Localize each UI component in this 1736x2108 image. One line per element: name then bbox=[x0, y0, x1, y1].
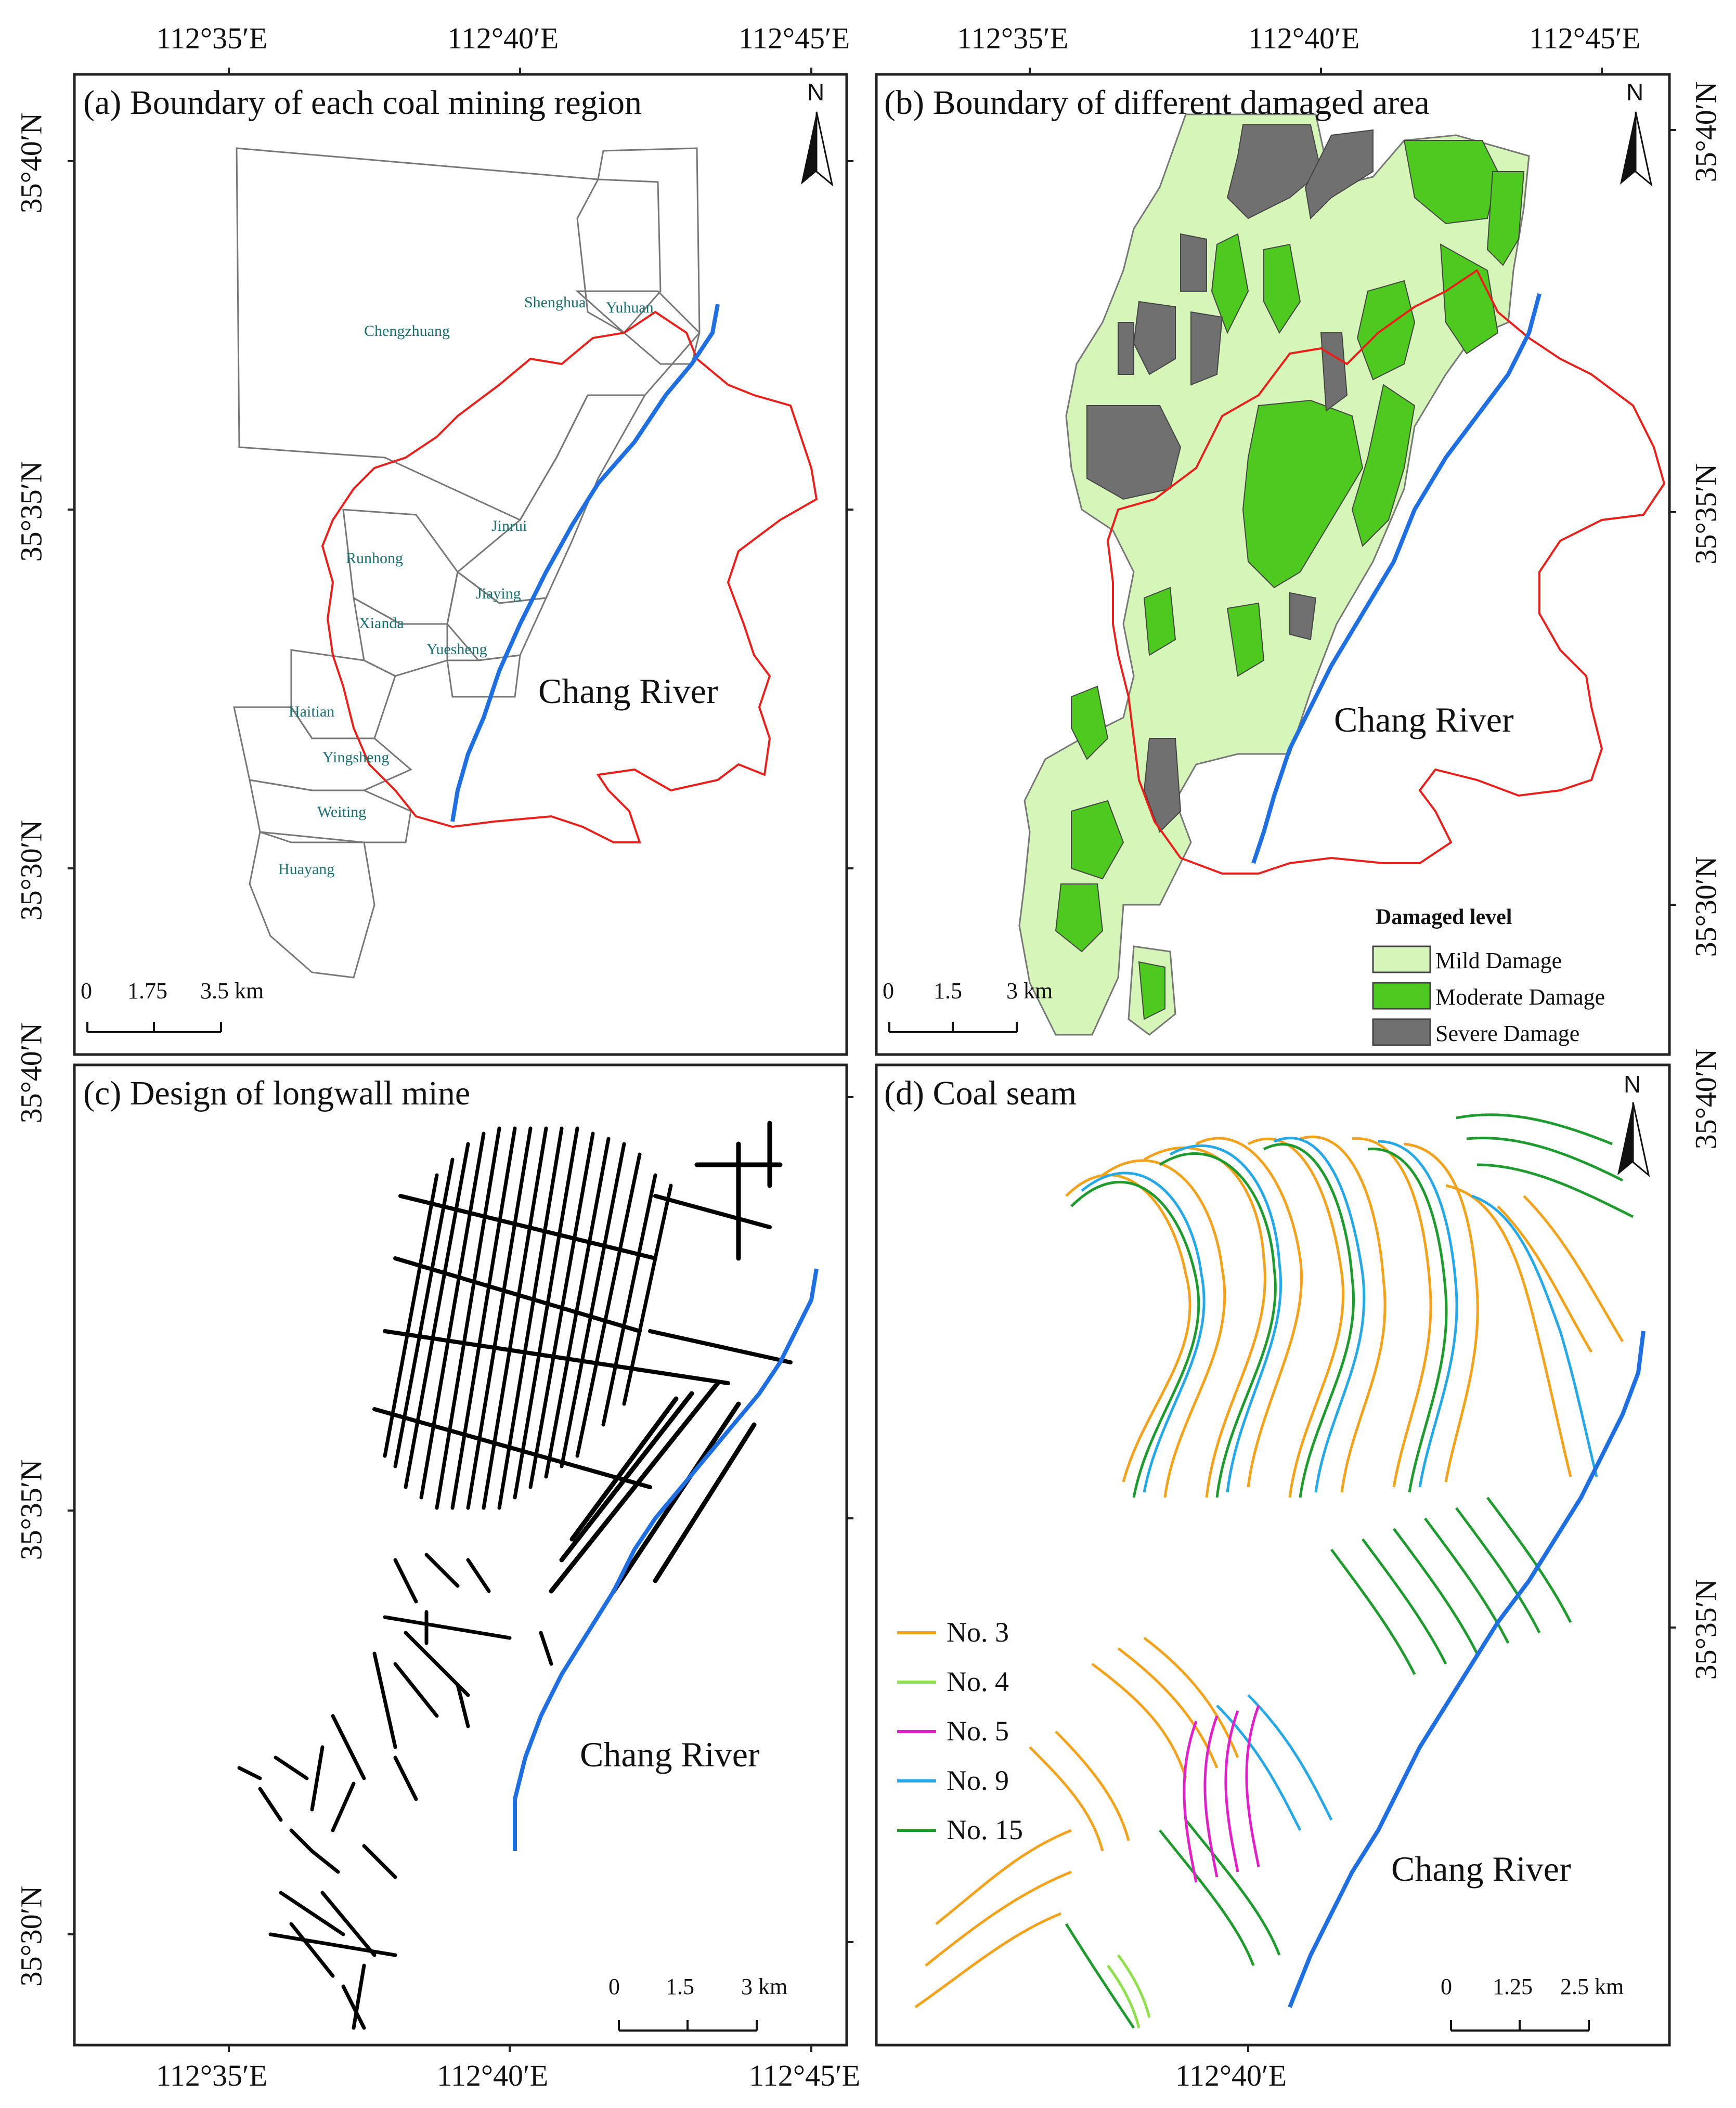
top-lon-label-6: 112°45′E bbox=[1529, 21, 1641, 55]
panel-a-title: (a) Boundary of each coal mining region bbox=[83, 84, 642, 122]
panel-b-legend-swatches bbox=[1372, 945, 1431, 1046]
seam-legend-no15: No. 15 bbox=[947, 1814, 1023, 1845]
legend-label-mild: Mild Damage bbox=[1435, 948, 1562, 973]
panel-a-study-boundary bbox=[321, 310, 818, 843]
legend-label-severe: Severe Damage bbox=[1435, 1021, 1580, 1046]
left-lat-label-1: 35°40′N bbox=[14, 112, 48, 214]
panel-c-river-label: Chang River bbox=[580, 1735, 760, 1774]
panel-b-damage-areas bbox=[1018, 113, 1530, 1036]
top-lon-label-4: 112°35′E bbox=[957, 21, 1069, 55]
panel-c-scale-0: 0 bbox=[608, 1974, 620, 1999]
region-label: Jiaying bbox=[476, 585, 521, 602]
region-label: Huayang bbox=[278, 861, 335, 878]
right-lat-label-2: 35°35′N bbox=[1689, 463, 1723, 565]
panel-a-regions bbox=[233, 147, 701, 979]
bottom-lon-label-2: 112°40′E bbox=[437, 2059, 549, 2092]
panel-d-scale-bar bbox=[1450, 2020, 1590, 2032]
region-label: Yuesheng bbox=[426, 641, 487, 658]
panel-d-scale-0: 0 bbox=[1441, 1974, 1452, 1999]
panel-d-north-label: N bbox=[1624, 1071, 1641, 1098]
left-lat-label-5: 35°35′N bbox=[14, 1459, 48, 1560]
panel-c-longwall-panels bbox=[237, 1121, 793, 2030]
region-label: Weiting bbox=[317, 803, 367, 821]
panel-d-river-label: Chang River bbox=[1391, 1849, 1571, 1889]
panel-a-scale-mid: 1.75 bbox=[127, 978, 167, 1004]
panel-b-frame bbox=[875, 73, 1671, 1056]
panel-b-scale-bar bbox=[888, 1022, 1018, 1033]
region-label: Shenghua bbox=[524, 294, 586, 311]
bottom-lon-label-4: 112°40′E bbox=[1175, 2059, 1287, 2092]
panel-c-scale-max: 3 km bbox=[741, 1974, 788, 1999]
panel-a-scale-0: 0 bbox=[81, 978, 92, 1004]
panel-d-north-arrow bbox=[1617, 1102, 1650, 1177]
right-lat-label-1: 35°40′N bbox=[1689, 81, 1723, 183]
panel-c-frame bbox=[73, 1063, 848, 2047]
left-lat-label-3: 35°30′N bbox=[14, 819, 48, 921]
top-lon-label-1: 112°35′E bbox=[156, 21, 268, 55]
panel-a-river-label: Chang River bbox=[538, 671, 718, 711]
panel-d-scale-max: 2.5 km bbox=[1560, 1974, 1624, 1999]
panel-a-river bbox=[450, 304, 720, 822]
left-lat-label-2: 35°35′N bbox=[14, 461, 48, 562]
left-lat-label-4: 35°40′N bbox=[14, 1022, 48, 1124]
panel-a-north-arrow bbox=[801, 111, 834, 187]
legend-label-moderate: Moderate Damage bbox=[1435, 984, 1605, 1010]
region-label: Jinrui bbox=[491, 517, 527, 535]
panel-d-coal-seams bbox=[914, 1113, 1634, 2029]
top-lon-label-3: 112°45′E bbox=[739, 21, 850, 55]
panel-b-river-label: Chang River bbox=[1334, 700, 1514, 739]
panel-a-scale-max: 3.5 km bbox=[200, 978, 264, 1004]
panel-a-north-label: N bbox=[807, 79, 825, 106]
region-label: Yingsheng bbox=[322, 749, 390, 766]
panel-b-legend-title: Damaged level bbox=[1376, 905, 1512, 929]
top-lon-label-2: 112°40′E bbox=[447, 21, 559, 55]
region-label: Yuhuan bbox=[606, 299, 654, 316]
panel-b-scale-max: 3 km bbox=[1006, 978, 1053, 1004]
panel-b-north-label: N bbox=[1626, 79, 1644, 106]
panel-c-river bbox=[513, 1268, 819, 1851]
region-label: Xianda bbox=[359, 615, 404, 632]
panel-d-title: (d) Coal seam bbox=[884, 1074, 1077, 1112]
panel-d-legend-lines bbox=[897, 1631, 936, 1832]
right-lat-label-4: 35°40′N bbox=[1689, 1048, 1723, 1150]
seam-legend-no9: No. 9 bbox=[947, 1765, 1009, 1796]
seam-legend-no3: No. 3 bbox=[947, 1617, 1009, 1648]
panel-c-title: (c) Design of longwall mine bbox=[83, 1074, 471, 1112]
bottom-lon-label-3: 112°45′E bbox=[749, 2059, 861, 2092]
seam-legend-no4: No. 4 bbox=[947, 1666, 1009, 1697]
panel-d-frame bbox=[875, 1063, 1671, 2047]
panel-b-north-arrow bbox=[1620, 111, 1653, 187]
panel-b-title: (b) Boundary of different damaged area bbox=[884, 84, 1430, 122]
tick-marks bbox=[68, 68, 1676, 2052]
panel-c-scale-bar bbox=[618, 2020, 758, 2032]
bottom-lon-label-1: 112°35′E bbox=[156, 2059, 268, 2092]
panel-d-scale-mid: 1.25 bbox=[1493, 1974, 1533, 1999]
panel-b-study-boundary bbox=[1106, 269, 1666, 875]
panel-d-river bbox=[1288, 1331, 1646, 2008]
right-lat-label-3: 35°30′N bbox=[1689, 856, 1723, 957]
panel-b-scale-0: 0 bbox=[883, 978, 894, 1004]
seam-legend-no5: No. 5 bbox=[947, 1715, 1009, 1747]
panel-a-frame bbox=[73, 73, 848, 1056]
panel-a-scale-bar bbox=[86, 1022, 222, 1033]
top-lon-label-5: 112°40′E bbox=[1248, 21, 1360, 55]
left-lat-label-6: 35°30′N bbox=[14, 1885, 48, 1987]
region-label: Runhong bbox=[346, 550, 404, 567]
panel-c-scale-mid: 1.5 bbox=[666, 1974, 694, 1999]
region-label: Haitian bbox=[289, 703, 335, 720]
panel-b-scale-mid: 1.5 bbox=[934, 978, 962, 1004]
panel-b-river bbox=[1251, 293, 1541, 864]
right-lat-label-5: 35°35′N bbox=[1689, 1579, 1723, 1680]
region-label: Chengzhuang bbox=[364, 322, 450, 340]
